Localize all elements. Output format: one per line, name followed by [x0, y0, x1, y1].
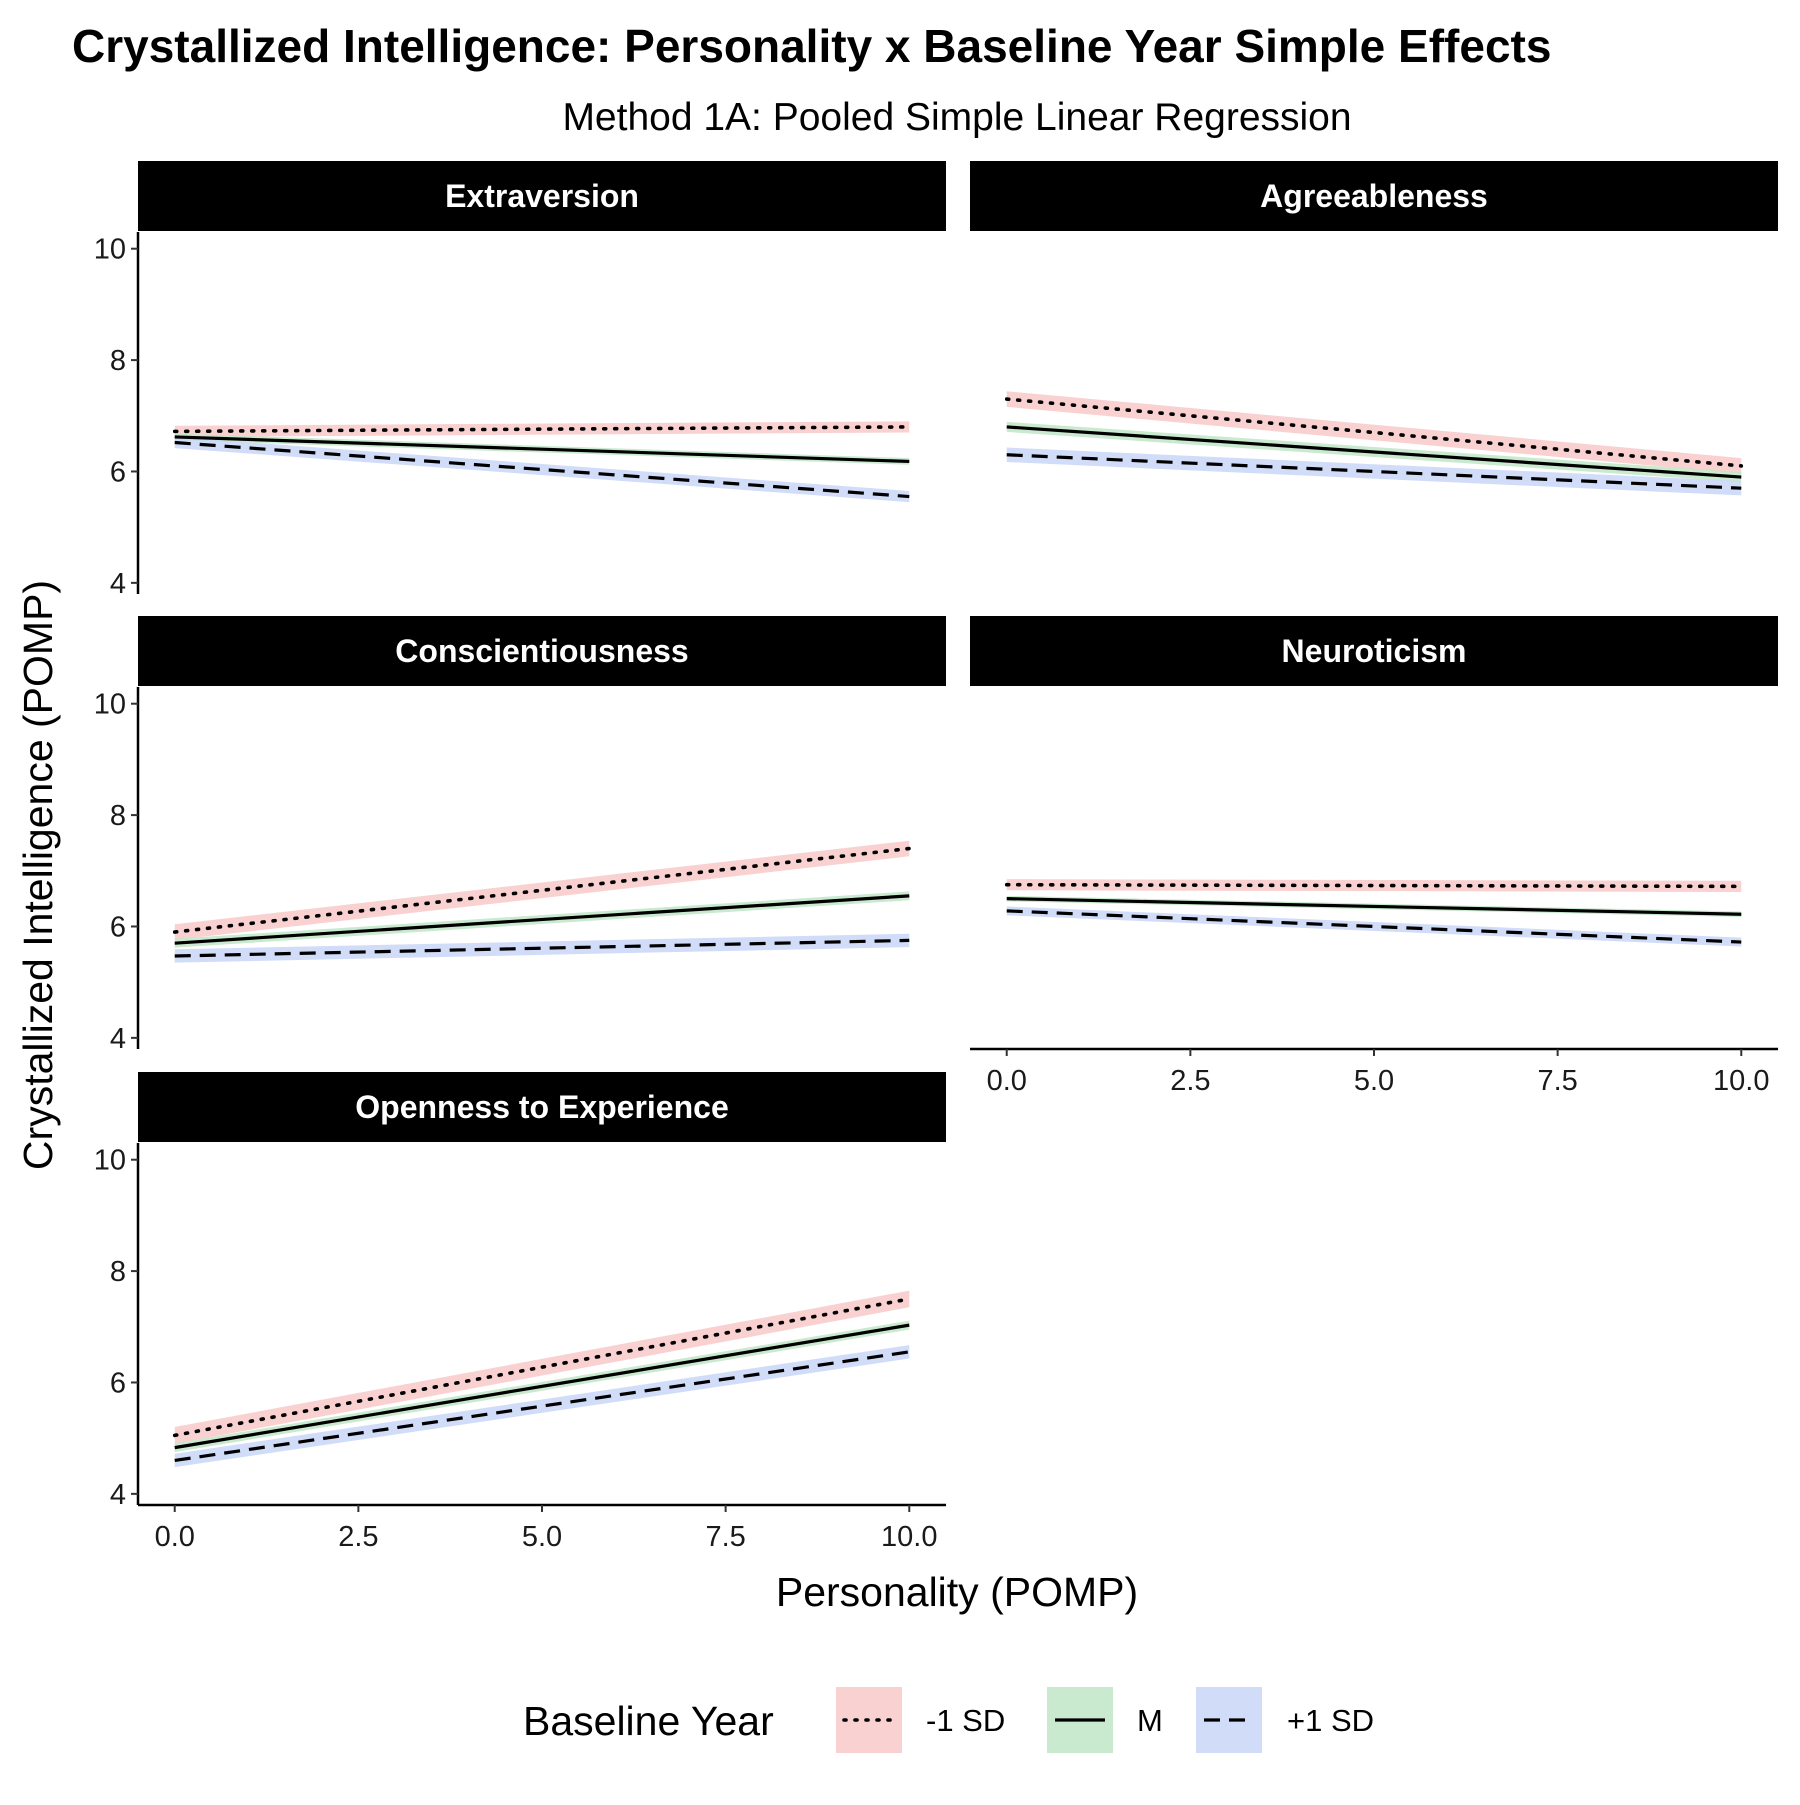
x-tick-label-neuroticism-1: 2.5 — [1170, 1065, 1210, 1097]
legend-item-m: M — [1047, 1687, 1163, 1753]
chart-subtitle: Method 1A: Pooled Simple Linear Regressi… — [562, 96, 1351, 139]
strip-agreeableness — [970, 161, 1778, 231]
line-neuroticism-1-sd — [1004, 882, 1744, 889]
legend-label-1: M — [1137, 1703, 1163, 1738]
x-tick-label-openness-to-experience-3: 7.5 — [705, 1521, 745, 1553]
legend-item-plus-1sd: +1 SD — [1196, 1687, 1374, 1753]
y-tick-label-extraversion-1: 6 — [110, 456, 126, 488]
facet-panels: Extraversion 4 6 8 10 Agreeableness Conscienti… — [94, 161, 1778, 1553]
facet-conscientiousness: Conscientiousness 4 6 8 10 — [94, 616, 946, 1055]
y-tick-label-extraversion-3: 10 — [94, 234, 126, 266]
line-conscientiousness-m — [174, 894, 910, 945]
line-neuroticism-m — [1006, 897, 1742, 916]
y-tick-label-conscientiousness-2: 8 — [110, 800, 126, 832]
facet-neuroticism: Neuroticism 0.0 2.5 5.0 7.5 10.0 — [970, 616, 1778, 1097]
line-conscientiousness-1-sd — [172, 846, 912, 934]
line-extraversion-1-sd — [172, 425, 912, 434]
legend-label-2: +1 SD — [1287, 1703, 1374, 1738]
strip-extraversion — [138, 161, 946, 231]
y-tick-label-conscientiousness-0: 4 — [110, 1023, 126, 1055]
line-agreeableness-1-sd — [1004, 397, 1744, 468]
y-tick-label-conscientiousness-3: 10 — [94, 689, 126, 721]
y-tick-label-extraversion-2: 8 — [110, 345, 126, 377]
strip-label-extraversion: Extraversion — [445, 178, 639, 214]
x-tick-label-openness-to-experience-0: 0.0 — [155, 1521, 195, 1553]
legend-label-0: -1 SD — [926, 1703, 1005, 1738]
facet-agreeableness: Agreeableness — [970, 161, 1778, 496]
line-agreeableness-m — [1006, 425, 1742, 479]
ribbon-agreeableness-1-sd — [1006, 447, 1742, 496]
strip-label-agreeableness: Agreeableness — [1260, 178, 1488, 214]
strip-openness-to-experience — [138, 1072, 946, 1142]
x-tick-label-neuroticism-0: 0.0 — [987, 1065, 1027, 1097]
y-tick-label-openness-to-experience-2: 8 — [110, 1256, 126, 1288]
ribbon-extraversion-1-sd — [174, 421, 910, 437]
x-axis-title: Personality (POMP) — [776, 1569, 1138, 1615]
line-neuroticism-1-sd — [1006, 909, 1742, 944]
chart-title: Crystallized Intelligence: Personality x… — [72, 20, 1551, 72]
x-tick-label-neuroticism-4: 10.0 — [1713, 1065, 1769, 1097]
strip-label-openness-to-experience: Openness to Experience — [355, 1089, 728, 1125]
strip-neuroticism — [970, 616, 1778, 686]
y-tick-label-conscientiousness-1: 6 — [110, 911, 126, 943]
legend-item-minus-1sd: -1 SD — [836, 1687, 1005, 1753]
ribbon-neuroticism-1-sd — [1006, 879, 1742, 892]
x-tick-label-openness-to-experience-1: 2.5 — [338, 1521, 378, 1553]
x-tick-label-neuroticism-2: 5.0 — [1354, 1065, 1394, 1097]
ribbon-neuroticism-1-sd — [1006, 906, 1742, 947]
x-tick-label-openness-to-experience-2: 5.0 — [522, 1521, 562, 1553]
legend-title: Baseline Year — [523, 1698, 774, 1744]
y-tick-label-openness-to-experience-0: 4 — [110, 1479, 126, 1511]
strip-conscientiousness — [138, 616, 946, 686]
line-openness-to-experience-m — [174, 1323, 910, 1450]
line-conscientiousness-1-sd — [174, 938, 910, 958]
y-tick-label-extraversion-0: 4 — [110, 568, 126, 600]
ribbon-openness-to-experience-1-sd — [174, 1345, 910, 1468]
line-extraversion-m — [174, 435, 910, 464]
line-openness-to-experience-1-sd — [172, 1297, 912, 1438]
ribbon-extraversion-1-sd — [174, 436, 910, 503]
x-tick-label-openness-to-experience-4: 10.0 — [881, 1521, 937, 1553]
strip-label-conscientiousness: Conscientiousness — [395, 633, 688, 669]
line-extraversion-1-sd — [174, 440, 910, 499]
y-tick-label-openness-to-experience-1: 6 — [110, 1367, 126, 1399]
x-tick-label-neuroticism-3: 7.5 — [1537, 1065, 1577, 1097]
line-agreeableness-1-sd — [1006, 453, 1742, 490]
facet-extraversion: Extraversion 4 6 8 10 — [94, 161, 946, 600]
strip-label-neuroticism: Neuroticism — [1282, 633, 1467, 669]
y-tick-label-openness-to-experience-3: 10 — [94, 1145, 126, 1177]
facet-openness-to-experience: Openness to Experience 4 6 8 10 0.0 2.5 5.0 7.5 1… — [94, 1072, 946, 1553]
legend: Baseline Year -1 SD M +1 SD — [523, 1687, 1374, 1753]
ribbon-agreeableness-1-sd — [1006, 391, 1742, 474]
y-axis-title: Crystallized Intelligence (POMP) — [15, 580, 61, 1170]
ribbon-conscientiousness-1-sd — [174, 840, 910, 940]
ribbon-conscientiousness-1-sd — [174, 933, 910, 963]
